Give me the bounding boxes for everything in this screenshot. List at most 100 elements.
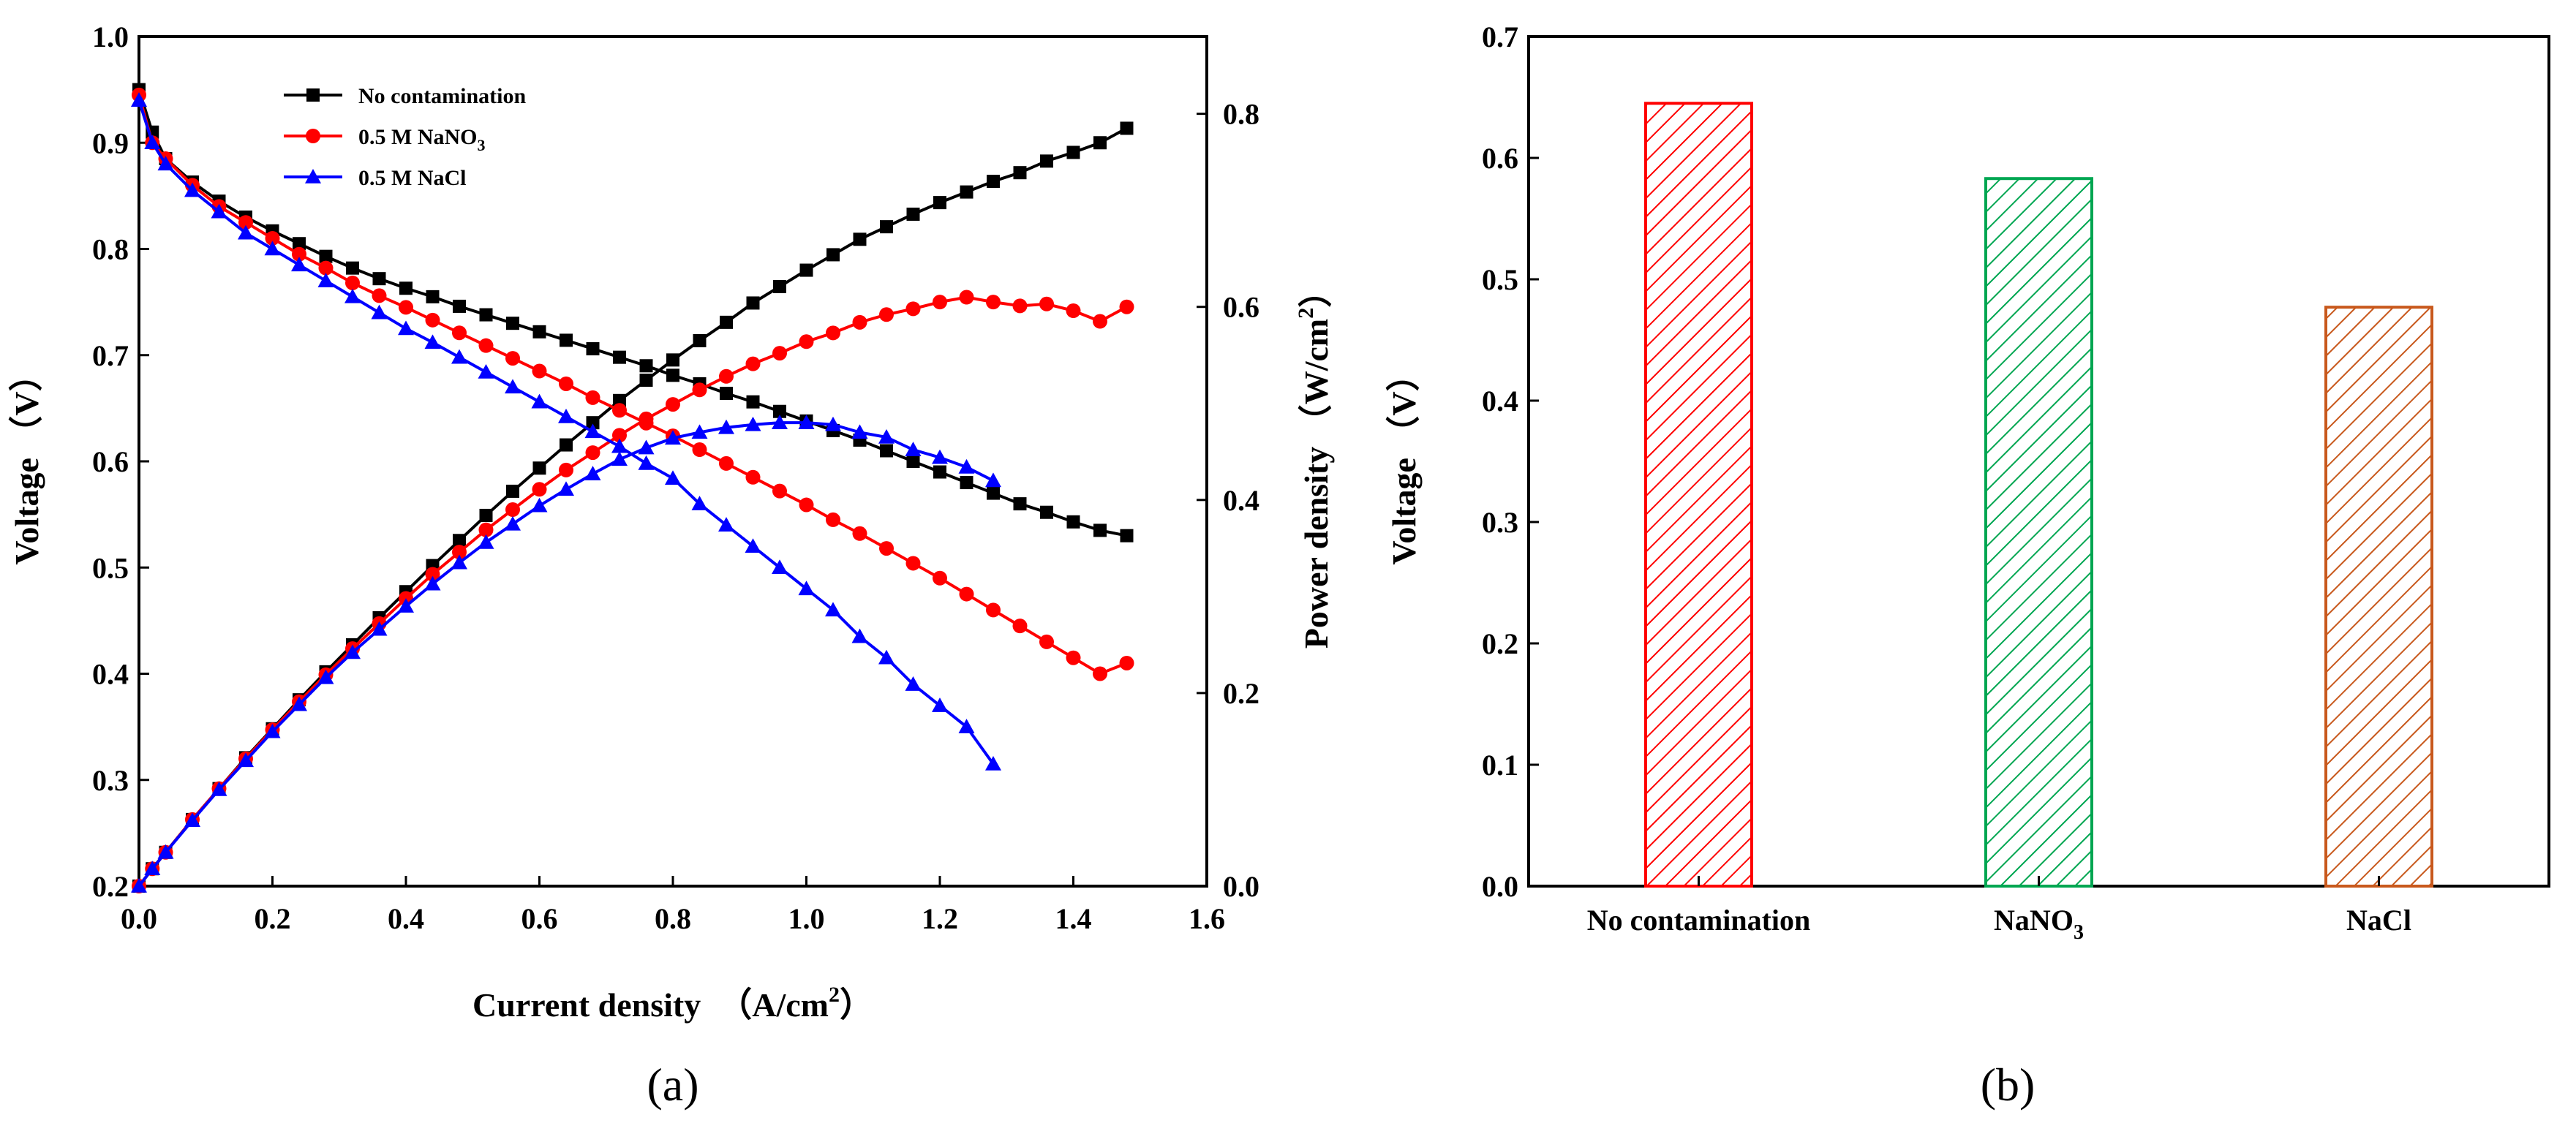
power-point-nacl [558, 481, 574, 496]
bar-2 [2324, 306, 2433, 888]
voltage-point-no-contamination [1120, 529, 1134, 542]
voltage-point-nacl [424, 334, 441, 349]
voltage-point-no-contamination [613, 350, 626, 364]
power-point-no-contamination [880, 220, 893, 234]
voltage-point-nacl [291, 257, 307, 272]
voltage-point-no-contamination [906, 455, 920, 468]
chart-a-right-y-axis-title: Power density （W/cm2） [1294, 274, 1335, 649]
voltage-point-nacl [638, 455, 655, 470]
voltage-point-no-contamination [479, 308, 493, 322]
voltage-point-nacl [451, 349, 467, 364]
power-line-nano3 [138, 295, 1128, 888]
voltage-point-no-contamination [372, 272, 386, 286]
chart-a-x-tick-label: 0.8 [655, 902, 691, 935]
power-point-nacl [665, 430, 681, 445]
chart-b-y-tick-label: 0.2 [1482, 627, 1518, 660]
legend-marker [306, 88, 320, 102]
power-point-nacl [878, 428, 895, 444]
voltage-point-nano3 [559, 376, 573, 391]
voltage-point-nano3 [772, 483, 787, 499]
power-point-nano3 [745, 356, 761, 371]
power-point-nacl [825, 416, 841, 431]
voltage-point-no-contamination [399, 281, 413, 295]
power-point-nacl [211, 781, 227, 796]
power-point-nano3 [879, 307, 894, 322]
power-point-nano3 [478, 522, 494, 537]
chart-a-x-tick-label: 1.0 [788, 902, 825, 935]
voltage-point-nacl [131, 92, 147, 107]
chart-b: 0.0 0.1 0.2 0.3 0.4 0.5 0.6 0.7 No contaminatio… [1385, 20, 2550, 1111]
power-point-no-contamination [1040, 154, 1053, 168]
power-point-nano3 [559, 462, 573, 477]
power-point-no-contamination [532, 461, 546, 475]
power-point-nano3 [1093, 314, 1107, 329]
power-point-nacl [584, 466, 601, 480]
chart-a-right-y-tick-label: 0.8 [1223, 98, 1259, 131]
voltage-point-no-contamination [1093, 523, 1107, 537]
voltage-point-nacl [531, 393, 548, 409]
chart-a-right-y-tick-label: 0.6 [1223, 291, 1259, 324]
voltage-point-nacl [264, 241, 281, 256]
chart-a-left-y-tick-label: 0.3 [92, 764, 129, 797]
chart-b-y-tick-label: 0.5 [1482, 263, 1518, 296]
power-point-nano3 [799, 334, 814, 349]
voltage-point-nacl [958, 719, 975, 733]
voltage-point-no-contamination [746, 395, 760, 409]
voltage-point-no-contamination [506, 317, 519, 330]
voltage-point-nano3 [478, 338, 494, 353]
power-point-nacl [291, 696, 307, 711]
voltage-point-nacl [798, 581, 815, 596]
power-line-no-contamination [138, 126, 1128, 888]
voltage-point-no-contamination [1040, 505, 1053, 519]
power-point-nano3 [959, 290, 974, 305]
voltage-point-nano3 [372, 288, 387, 303]
voltage-point-nano3 [292, 246, 306, 262]
voltage-point-no-contamination [639, 359, 653, 373]
chart-b-y-tick-label: 0.3 [1482, 506, 1518, 539]
power-point-nano3 [826, 325, 840, 341]
power-point-nacl [531, 497, 548, 513]
chart-a-legend: No contamination 0.5 M NaNO3 0.5 M NaCl [284, 84, 526, 190]
power-point-no-contamination [506, 484, 519, 498]
power-point-nano3 [1119, 299, 1134, 314]
chart-a-left-y-tick-label: 0.7 [92, 339, 129, 372]
chart-a-right-y-tick-label: 0.2 [1223, 677, 1259, 710]
power-point-no-contamination [453, 534, 466, 548]
chart-a-right-y-tick-label: 0.4 [1223, 484, 1259, 517]
voltage-point-nano3 [318, 260, 334, 276]
voltage-point-nano3 [799, 497, 814, 513]
power-point-no-contamination [1013, 166, 1027, 180]
power-point-nano3 [1039, 296, 1054, 311]
power-point-nano3 [666, 397, 680, 412]
legend-label: 0.5 M NaNO3 [358, 125, 485, 154]
chart-a-left-y-tick-label: 0.2 [92, 870, 129, 903]
bar-1 [1984, 177, 2093, 888]
power-point-nano3 [933, 295, 947, 310]
power-point-no-contamination [560, 438, 573, 452]
power-point-nacl [131, 878, 147, 893]
voltage-point-nacl [985, 755, 1001, 771]
power-point-nano3 [905, 301, 921, 317]
voltage-point-nano3 [1119, 655, 1134, 670]
power-point-nacl [238, 752, 254, 768]
power-point-nacl [798, 415, 815, 429]
voltage-point-no-contamination [666, 368, 679, 382]
voltage-point-nacl [718, 517, 734, 532]
power-point-nacl [157, 844, 174, 859]
chart-b-x-labels: No contamination NaNO3 NaCl [1587, 876, 2411, 944]
chart-a-series [131, 83, 1134, 893]
chart-a-x-axis-title: Current density （A/cm2） [472, 983, 873, 1024]
power-point-nano3 [585, 445, 600, 461]
power-point-nacl [905, 442, 922, 456]
voltage-point-nacl [825, 602, 841, 617]
voltage-point-nacl [558, 408, 574, 423]
voltage-point-nacl [878, 649, 895, 665]
chart-b-x-tick-label: No contamination [1587, 904, 1811, 937]
power-point-nano3 [1012, 298, 1028, 314]
voltage-point-no-contamination [773, 404, 786, 418]
power-point-nacl [505, 515, 521, 531]
power-point-nacl [851, 424, 868, 439]
power-point-nano3 [425, 567, 440, 582]
power-point-nacl [985, 472, 1001, 488]
chart-b-x-tick-label: NaNO3 [1994, 904, 2084, 944]
